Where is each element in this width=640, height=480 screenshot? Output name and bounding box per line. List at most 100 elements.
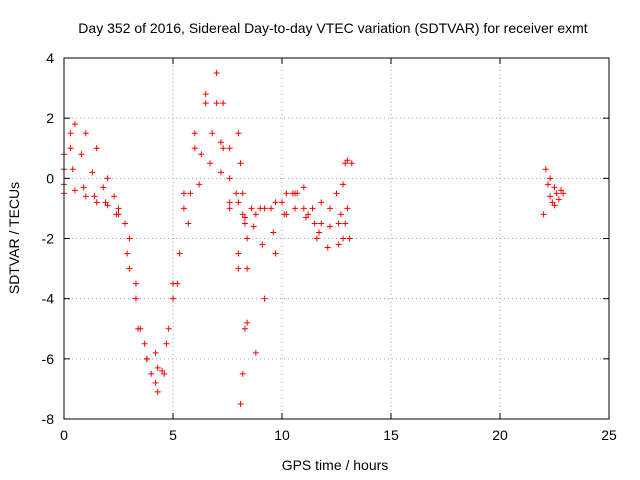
data-point [261,205,268,212]
data-point [340,181,347,188]
data-point [202,100,209,107]
data-point [551,184,558,191]
data-series [61,100,333,386]
data-point [544,181,551,188]
x-tick-label: 5 [169,427,177,443]
data-point [309,205,316,212]
data-point [551,202,558,209]
data-point [126,265,133,272]
data-point [239,370,246,377]
data-point [207,160,214,167]
data-point [244,265,251,272]
data-point [342,220,349,227]
y-tick-label: -4 [42,291,55,307]
data-point [176,250,183,257]
data-point [115,205,122,212]
data-point [154,388,161,395]
data-point [115,211,122,218]
data-point [239,211,246,218]
data-point [270,229,277,236]
data-point [93,199,100,206]
data-point [71,187,78,194]
data-point [202,91,209,98]
data-point [239,190,246,197]
data-point [91,193,98,200]
data-point [82,193,89,200]
data-point [233,190,240,197]
data-point [344,205,351,212]
data-point [213,100,220,107]
data-point [348,160,355,167]
data-point [244,319,251,326]
data-point [283,190,290,197]
y-tick-label: -2 [42,231,55,247]
data-point [198,151,205,158]
data-point [124,250,131,257]
data-point [226,145,233,152]
data-point [326,205,333,212]
y-tick-label: -6 [42,351,55,367]
x-tick-label: 20 [492,427,508,443]
data-point [241,325,248,332]
data-point [180,205,187,212]
data-point [152,349,159,356]
x-tick-label: 10 [274,427,290,443]
data-point [272,199,279,206]
data-point [71,121,78,128]
data-point [152,379,159,386]
data-point [324,244,331,251]
data-point [344,157,351,164]
y-tick-label: 4 [46,50,54,66]
y-tick-label: 0 [46,170,54,186]
data-series [235,130,251,407]
data-point [558,187,565,194]
data-point [89,169,96,176]
data-point [305,211,312,218]
data-point [252,349,259,356]
data-point [549,199,556,206]
data-point [326,223,333,230]
data-series [61,70,318,395]
data-point [180,190,187,197]
data-point [342,160,349,167]
data-point [259,241,266,248]
data-point [318,199,325,206]
data-point [542,166,549,173]
data-point [316,229,323,236]
data-point [122,220,129,227]
data-point [313,235,320,242]
data-series [318,157,355,248]
data-point [237,160,244,167]
x-axis-title: GPS time / hours [282,457,389,473]
data-point [555,196,562,203]
data-point [292,190,299,197]
data-point [104,202,111,209]
data-point [241,214,248,221]
data-point [235,265,242,272]
data-point [163,340,170,347]
data-point [174,280,181,287]
data-point [540,211,547,218]
data-point [226,199,233,206]
data-point [226,205,233,212]
data-point [159,367,166,374]
data-point [191,130,198,137]
data-point [126,235,133,242]
data-point [213,70,220,77]
data-point [553,190,560,197]
data-point [279,199,285,206]
data-point [132,280,139,287]
data-series [61,160,325,356]
data-point [196,181,203,188]
data-point [235,250,242,257]
data-point [248,205,255,212]
data-point [111,193,118,200]
data-point [80,184,87,191]
data-point [333,190,340,197]
data-point [261,295,268,302]
data-point [185,220,192,227]
data-series [61,130,342,371]
data-point [220,145,227,152]
data-point [170,295,176,302]
